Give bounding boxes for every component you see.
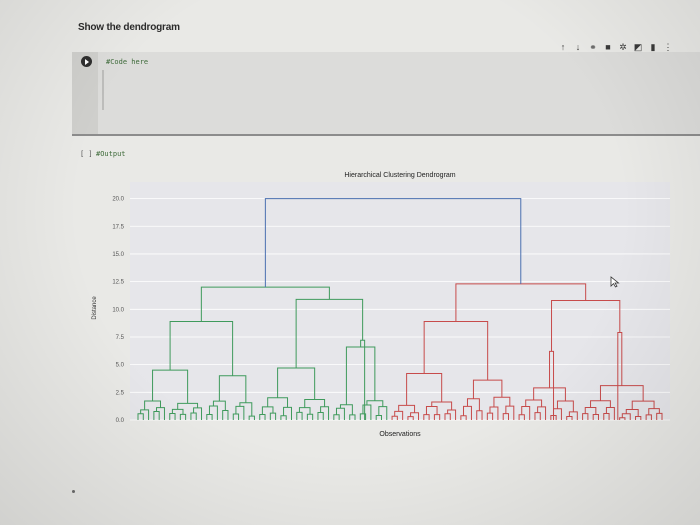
arrow-down-icon[interactable]: ↓ xyxy=(575,42,581,52)
dendrogram-link xyxy=(156,407,165,420)
run-cell-button[interactable] xyxy=(81,56,92,67)
dendrogram-link xyxy=(349,414,356,420)
dendrogram-link xyxy=(656,412,663,420)
link-icon[interactable]: ⚭ xyxy=(589,41,597,52)
dendrogram-link xyxy=(264,198,522,288)
dendrogram-link xyxy=(304,399,326,408)
y-tick-label: 5.0 xyxy=(116,363,125,369)
dendrogram-link xyxy=(280,415,287,420)
dendrogram-link xyxy=(466,398,480,411)
y-tick-label: 2.5 xyxy=(116,390,125,396)
dendrogram-link xyxy=(398,404,416,413)
dendrogram-link xyxy=(619,417,626,420)
dendrogram-link xyxy=(431,401,453,410)
plot-area xyxy=(130,182,670,420)
dendrogram-link xyxy=(518,414,525,420)
dendrogram-link xyxy=(584,406,597,415)
arrow-up-icon[interactable]: ↑ xyxy=(560,42,566,52)
mouse-cursor-icon xyxy=(610,276,620,288)
dendrogram-link xyxy=(140,409,150,420)
dendrogram-link xyxy=(261,406,274,415)
dendrogram-link xyxy=(208,405,218,420)
y-tick-label: 0.0 xyxy=(116,418,125,424)
dendrogram-link xyxy=(345,346,376,405)
dendrogram-link xyxy=(631,400,655,410)
dendrogram-link xyxy=(333,414,340,420)
mirror-icon[interactable]: ◩ xyxy=(633,41,643,52)
dendrogram-link xyxy=(505,405,515,420)
dendrogram-link xyxy=(582,413,589,420)
y-tick-label: 10.0 xyxy=(112,307,124,313)
dendrogram-link xyxy=(406,373,443,406)
output-cell-source[interactable]: #Output xyxy=(96,150,126,158)
dendrogram-link xyxy=(534,412,541,420)
dendrogram-link xyxy=(605,406,615,420)
dendrogram-link xyxy=(283,406,292,420)
code-editor[interactable]: #Code here xyxy=(106,58,149,66)
dendrogram-link xyxy=(190,412,197,420)
dendrogram-link xyxy=(218,375,247,403)
chart-title: Hierarchical Clustering Dendrogram xyxy=(344,172,455,179)
y-tick-label: 15.0 xyxy=(112,252,124,258)
more-icon[interactable]: ⋮ xyxy=(663,41,673,52)
y-tick-label: 20.0 xyxy=(112,197,124,203)
dendrogram-link xyxy=(366,400,384,407)
dendrogram-link xyxy=(455,283,587,322)
cell-toolbar: ↑ ↓ ⚭ ■ ✲ ◩ ▮ ⋮ xyxy=(558,40,673,54)
dendrogram-link xyxy=(472,379,503,399)
code-cell[interactable]: #Code here xyxy=(72,52,700,136)
dendrogram-link xyxy=(169,412,176,420)
settings-icon[interactable]: ✲ xyxy=(619,41,627,52)
delete-icon[interactable]: ▮ xyxy=(650,41,656,52)
dendrogram-link xyxy=(533,387,566,402)
dendrogram-link xyxy=(317,411,324,420)
dendrogram-link xyxy=(360,339,366,420)
dendrogram-link xyxy=(617,332,623,420)
dendrogram-chart: 0.0 2.5 5.0 7.5 10.0 12.5 15.0 17.5 20.0 Hierarch… xyxy=(92,172,670,438)
dendrogram-link xyxy=(410,412,420,420)
y-tick-label: 12.5 xyxy=(112,280,124,286)
x-axis-label: Observations xyxy=(379,431,421,438)
dendrogram-link xyxy=(394,410,404,420)
dendrogram-link xyxy=(212,400,226,411)
y-tick-label: 7.5 xyxy=(116,335,125,341)
execution-count: [ ] xyxy=(80,150,93,158)
section-title: Show the dendrogram xyxy=(78,22,180,33)
dendrogram-link xyxy=(362,404,372,420)
cell-marker xyxy=(72,490,75,493)
dendrogram-link xyxy=(460,415,467,420)
dendrogram-link xyxy=(486,412,494,420)
dendrogram-link xyxy=(359,413,367,420)
dendrogram-link xyxy=(551,299,621,352)
dendrogram-link xyxy=(599,385,644,402)
dendrogram-link xyxy=(489,406,499,420)
y-axis-label: Distance xyxy=(92,296,98,320)
dendrogram-link xyxy=(295,298,364,368)
dendrogram-link xyxy=(590,400,611,408)
dendrogram-link xyxy=(267,397,289,408)
dendrogram-link xyxy=(235,405,245,420)
dendrogram-link xyxy=(648,408,660,415)
dendrogram-link xyxy=(378,406,388,420)
dendrogram-link xyxy=(232,413,240,420)
dendrogram-link xyxy=(193,407,203,420)
cell-gutter xyxy=(72,52,98,134)
y-tick-label: 17.5 xyxy=(112,224,124,230)
dendrogram-link xyxy=(206,413,213,420)
dendrogram-link xyxy=(171,408,184,415)
dendrogram-link xyxy=(645,414,652,420)
dendrogram-link xyxy=(259,414,266,420)
dendrogram-link xyxy=(306,413,314,420)
editor-scrollbar xyxy=(102,70,104,110)
dendrogram-link xyxy=(200,286,330,322)
comment-icon[interactable]: ■ xyxy=(605,42,611,52)
